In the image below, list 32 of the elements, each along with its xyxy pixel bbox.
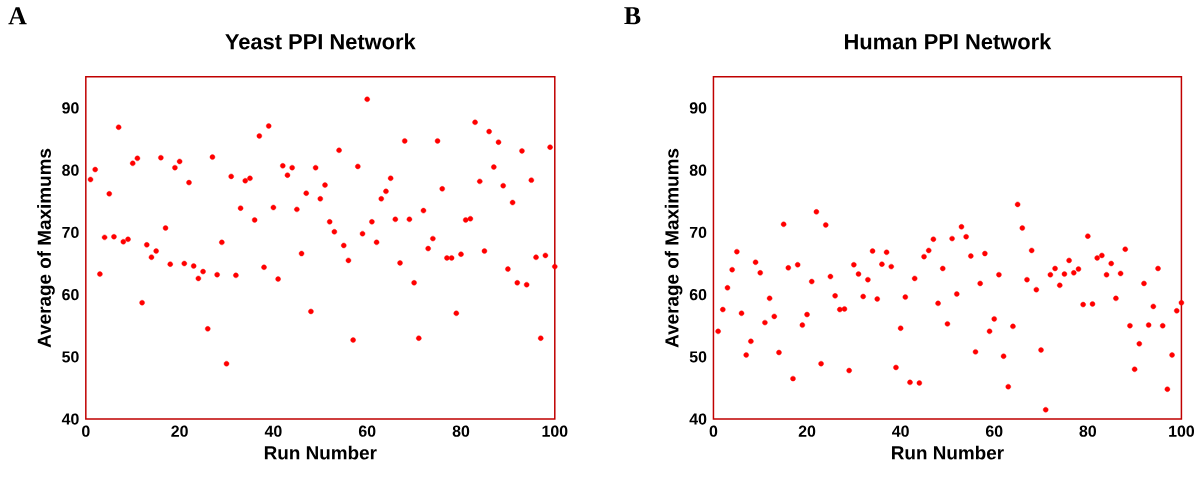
y-tick-label: 90 bbox=[62, 102, 79, 114]
x-tick-label: 20 bbox=[171, 425, 188, 437]
x-tick-label: 80 bbox=[1079, 425, 1097, 437]
y-axis-title: Average of Maximums bbox=[664, 148, 683, 348]
x-tick-label: 0 bbox=[82, 425, 90, 437]
y-tick-label: 50 bbox=[689, 351, 707, 363]
y-tick-label: 40 bbox=[689, 413, 707, 425]
y-tick-label: 50 bbox=[62, 351, 79, 363]
x-tick-label: 80 bbox=[452, 425, 470, 437]
text: A bbox=[8, 7, 27, 25]
x-tick-label: 60 bbox=[985, 425, 1003, 437]
x-axis-title: Run Number bbox=[892, 445, 1004, 460]
x-tick-label: 0 bbox=[709, 425, 718, 437]
y-tick-label: 40 bbox=[61, 413, 79, 425]
x-tick-label: 100 bbox=[1169, 425, 1195, 437]
y-axis-title: Average of Maximums bbox=[37, 148, 55, 348]
x-tick-label: 100 bbox=[542, 425, 568, 437]
y-tick-label: 70 bbox=[689, 226, 707, 239]
chart-title: Human PPI Network bbox=[844, 33, 1052, 50]
y-tick-label: 70 bbox=[62, 226, 79, 239]
chart-title: Yeast PPI Network bbox=[225, 33, 416, 50]
x-tick-label: 40 bbox=[264, 425, 282, 437]
y-tick-label: 80 bbox=[62, 164, 79, 176]
x-tick-label: 40 bbox=[892, 425, 909, 437]
y-tick-label: 80 bbox=[689, 164, 707, 176]
y-tick-label: 90 bbox=[689, 102, 707, 114]
x-tick-label: 60 bbox=[358, 425, 376, 437]
x-tick-label: 20 bbox=[798, 425, 816, 437]
y-tick-label: 60 bbox=[62, 289, 79, 301]
y-tick-label: 60 bbox=[689, 289, 707, 301]
x-axis-title: Run Number bbox=[264, 445, 377, 460]
text: B bbox=[624, 7, 641, 25]
